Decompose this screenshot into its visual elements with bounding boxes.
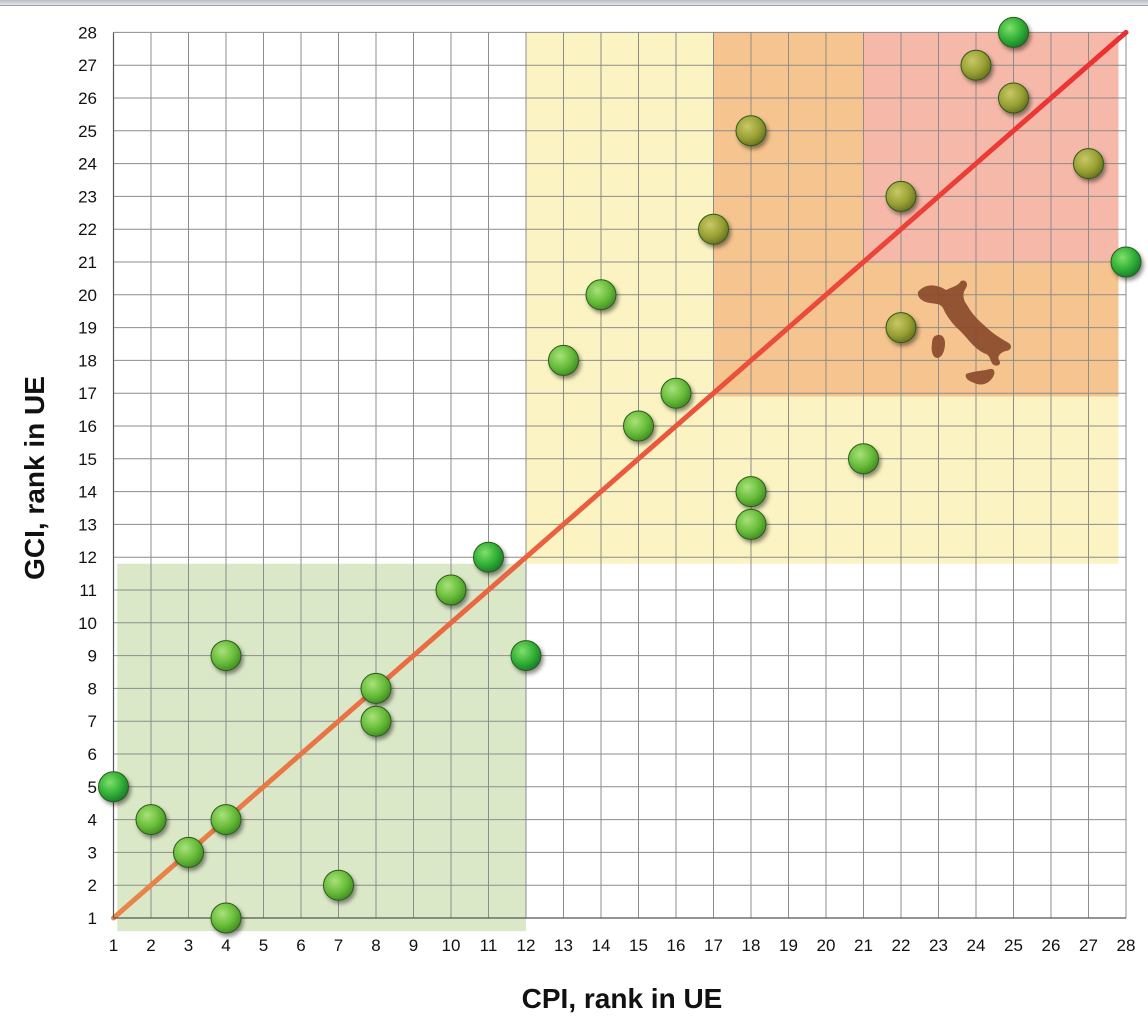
y-tick-label: 24 (78, 155, 97, 174)
data-point-26 (1073, 148, 1104, 180)
y-tick-label: 20 (78, 286, 97, 305)
y-axis-title: GCI, rank in UE (19, 376, 50, 580)
data-point-20 (848, 443, 879, 475)
y-tick-label: 22 (78, 220, 97, 239)
data-point-17 (735, 115, 767, 147)
y-tick-label: 5 (88, 778, 97, 797)
data-point-15 (660, 377, 692, 409)
axes (112, 32, 1126, 919)
y-tick-label: 18 (78, 351, 97, 370)
x-tick-label: 9 (409, 936, 418, 955)
data-point-13 (585, 279, 617, 311)
y-tick-label: 11 (79, 581, 97, 600)
x-tick-label: 4 (221, 936, 230, 955)
data-point-7 (360, 672, 392, 704)
x-tick-label: 17 (704, 936, 723, 955)
y-tick-label: 9 (88, 647, 97, 666)
y-tick-label: 28 (78, 23, 97, 42)
y-tick-label: 1 (88, 909, 97, 928)
y-tick-label: 17 (78, 384, 97, 403)
gridlines (113, 31, 1127, 919)
x-tick-label: 27 (1079, 936, 1098, 955)
x-tick-label: 1 (109, 936, 118, 955)
y-tick-label: 10 (78, 614, 97, 633)
x-tick-label: 12 (517, 936, 536, 955)
data-point-9 (435, 574, 467, 606)
y-tick-label: 14 (78, 483, 97, 502)
x-tick-labels: 1 2 3 4 5 6 7 8 9 10 11 12 13 14 15 16 17 18 19 20 21 22 23 24 2… (109, 936, 1136, 955)
y-tick-label: 2 (88, 876, 97, 895)
y-tick-label: 13 (78, 515, 97, 534)
data-point-3 (210, 804, 242, 836)
y-tick-label: 21 (78, 253, 97, 272)
x-tick-label: 16 (667, 936, 686, 955)
y-tick-label: 23 (78, 187, 97, 206)
data-point-0 (98, 771, 129, 803)
x-tick-label: 26 (1042, 936, 1061, 955)
x-tick-label: 8 (371, 936, 380, 955)
data-points (98, 16, 1142, 934)
data-point-24 (998, 16, 1029, 48)
diagonal-reference-line (111, 29, 1129, 921)
data-point-6 (323, 869, 354, 901)
x-tick-label: 3 (184, 936, 193, 955)
x-tick-label: 21 (854, 936, 873, 955)
x-tick-label: 2 (146, 936, 155, 955)
x-tick-label: 10 (442, 936, 461, 955)
y-tick-label: 19 (78, 319, 97, 338)
data-point-19 (735, 508, 767, 540)
y-tick-labels: 1234567891011121314151617181920212223242… (78, 23, 97, 928)
x-tick-label: 11 (480, 936, 498, 955)
y-tick-label: 16 (78, 417, 97, 436)
y-tick-label: 27 (78, 56, 97, 75)
y-tick-label: 6 (88, 745, 97, 764)
y-tick-label: 26 (78, 89, 97, 108)
data-point-22 (885, 312, 917, 344)
data-point-2 (173, 836, 204, 868)
data-point-1 (135, 804, 167, 836)
y-tick-label: 15 (78, 450, 97, 469)
y-tick-label: 12 (78, 548, 97, 567)
italy-map-icon (917, 280, 1012, 385)
x-tick-label: 20 (817, 936, 836, 955)
x-tick-label: 7 (334, 936, 343, 955)
x-tick-label: 15 (629, 936, 648, 955)
data-point-23 (960, 49, 992, 81)
y-tick-label: 4 (88, 811, 97, 830)
x-tick-label: 24 (967, 936, 986, 955)
x-tick-label: 23 (929, 936, 948, 955)
x-axis-title: CPI, rank in UE (522, 983, 723, 1014)
x-tick-label: 5 (259, 936, 268, 955)
x-tick-label: 28 (1117, 936, 1136, 955)
y-tick-label: 25 (78, 122, 97, 141)
x-tick-label: 25 (1004, 936, 1023, 955)
data-point-5 (210, 640, 242, 672)
x-tick-label: 19 (779, 936, 798, 955)
x-tick-label: 18 (742, 936, 761, 955)
data-point-21 (885, 180, 917, 212)
data-point-12 (548, 344, 579, 376)
data-point-18 (735, 476, 767, 508)
window-top-border (0, 0, 1148, 6)
x-tick-label: 6 (296, 936, 305, 955)
data-point-8 (360, 705, 392, 737)
data-point-14 (623, 410, 654, 442)
x-tick-label: 22 (892, 936, 911, 955)
data-point-16 (698, 213, 729, 245)
x-tick-label: 13 (554, 936, 573, 955)
data-point-4 (210, 902, 242, 934)
data-point-25 (998, 82, 1029, 114)
y-tick-label: 8 (88, 679, 97, 698)
x-tick-label: 14 (592, 936, 611, 955)
y-tick-label: 3 (88, 843, 97, 862)
data-point-11 (510, 640, 542, 672)
data-point-10 (473, 541, 504, 573)
y-tick-label: 7 (88, 712, 97, 731)
region-0 (117, 563, 526, 932)
data-point-27 (1110, 246, 1142, 278)
